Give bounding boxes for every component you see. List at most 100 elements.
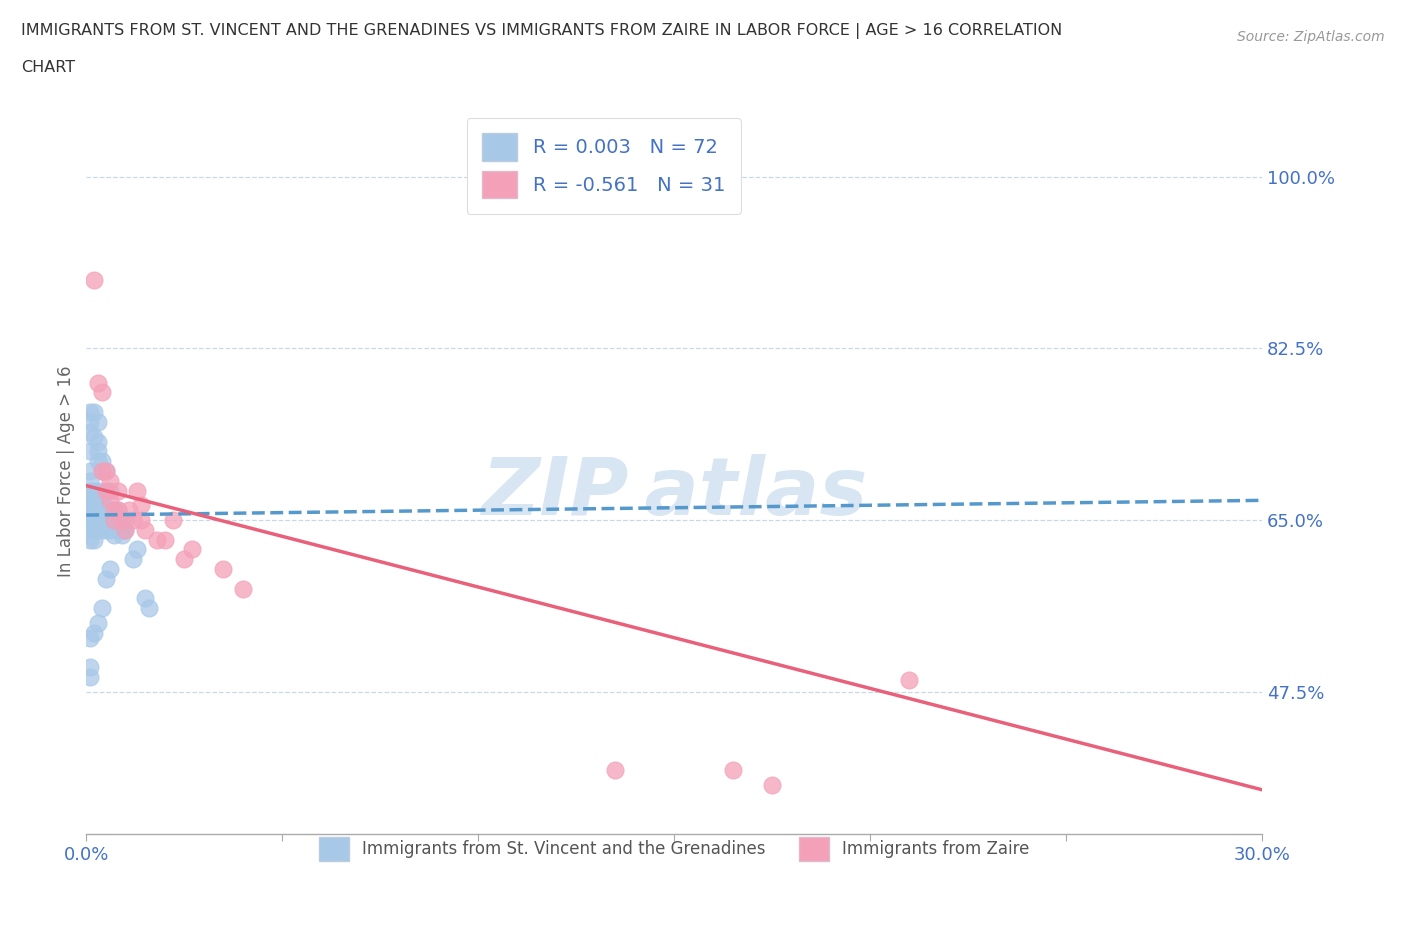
Y-axis label: In Labor Force | Age > 16: In Labor Force | Age > 16 xyxy=(58,365,75,577)
Point xyxy=(83,512,105,527)
Point xyxy=(134,591,156,605)
Point xyxy=(103,503,125,518)
Point xyxy=(87,454,110,469)
Point xyxy=(79,405,101,419)
Point xyxy=(91,601,114,616)
Point xyxy=(103,517,125,532)
Point xyxy=(79,659,101,674)
Point xyxy=(83,503,105,518)
Text: CHART: CHART xyxy=(21,60,75,75)
Point xyxy=(162,512,184,527)
Point xyxy=(212,562,235,577)
Point xyxy=(91,463,114,478)
Point xyxy=(94,463,117,478)
Point xyxy=(91,512,114,527)
Point xyxy=(173,551,195,566)
Point xyxy=(761,777,783,792)
Point xyxy=(98,512,121,527)
Point xyxy=(721,763,744,777)
Point xyxy=(83,429,105,444)
Point xyxy=(91,523,114,538)
Point xyxy=(94,503,117,518)
Point xyxy=(138,601,160,616)
Point xyxy=(134,523,156,538)
Point xyxy=(79,473,101,488)
Point xyxy=(98,523,121,538)
Point xyxy=(118,503,141,518)
Point xyxy=(83,517,105,532)
Point xyxy=(94,483,117,498)
Point xyxy=(79,493,101,508)
Point xyxy=(83,523,105,538)
Point xyxy=(98,493,121,508)
Point xyxy=(127,483,149,498)
Point xyxy=(107,503,129,518)
Point xyxy=(122,551,145,566)
Point xyxy=(107,503,129,518)
Point xyxy=(83,503,105,518)
Point xyxy=(79,512,101,527)
Point xyxy=(232,581,254,596)
Point xyxy=(87,375,110,390)
Point xyxy=(114,523,136,538)
Point xyxy=(83,493,105,508)
Point xyxy=(103,503,125,518)
Point xyxy=(91,493,114,508)
Point xyxy=(79,503,101,518)
Point xyxy=(103,527,125,542)
Point xyxy=(153,532,176,547)
Point xyxy=(91,454,114,469)
Point xyxy=(79,631,101,645)
Point xyxy=(83,625,105,640)
Point xyxy=(127,542,149,557)
Point xyxy=(83,498,105,512)
Point xyxy=(91,503,114,518)
Point xyxy=(91,385,114,400)
Point xyxy=(146,532,169,547)
Point xyxy=(114,512,136,527)
Point xyxy=(110,512,132,527)
Point xyxy=(94,523,117,538)
Point xyxy=(87,503,110,518)
Point xyxy=(98,483,121,498)
Point xyxy=(83,508,105,523)
Point xyxy=(83,272,105,287)
Point xyxy=(83,532,105,547)
Legend: Immigrants from St. Vincent and the Grenadines, Immigrants from Zaire: Immigrants from St. Vincent and the Gren… xyxy=(311,829,1038,870)
Text: IMMIGRANTS FROM ST. VINCENT AND THE GRENADINES VS IMMIGRANTS FROM ZAIRE IN LABOR: IMMIGRANTS FROM ST. VINCENT AND THE GREN… xyxy=(21,23,1063,39)
Point xyxy=(107,483,129,498)
Text: Source: ZipAtlas.com: Source: ZipAtlas.com xyxy=(1237,30,1385,44)
Point xyxy=(87,444,110,458)
Point xyxy=(107,523,129,538)
Point xyxy=(79,503,101,518)
Point xyxy=(898,672,921,687)
Point xyxy=(79,523,101,538)
Point xyxy=(98,503,121,518)
Point xyxy=(94,571,117,586)
Point xyxy=(107,512,129,527)
Point xyxy=(79,424,101,439)
Point xyxy=(87,483,110,498)
Point xyxy=(129,498,152,512)
Point xyxy=(79,444,101,458)
Point xyxy=(98,473,121,488)
Text: ZIP atlas: ZIP atlas xyxy=(481,454,868,532)
Point xyxy=(79,415,101,430)
Point xyxy=(79,670,101,684)
Point xyxy=(103,512,125,527)
Point xyxy=(79,483,101,498)
Point xyxy=(87,415,110,430)
Point xyxy=(98,562,121,577)
Point xyxy=(122,512,145,527)
Point xyxy=(114,523,136,538)
Point xyxy=(87,523,110,538)
Point xyxy=(87,493,110,508)
Point xyxy=(91,463,114,478)
Point xyxy=(129,512,152,527)
Point xyxy=(181,542,204,557)
Point xyxy=(87,434,110,449)
Point xyxy=(83,405,105,419)
Point xyxy=(79,532,101,547)
Point xyxy=(110,523,132,538)
Point xyxy=(110,527,132,542)
